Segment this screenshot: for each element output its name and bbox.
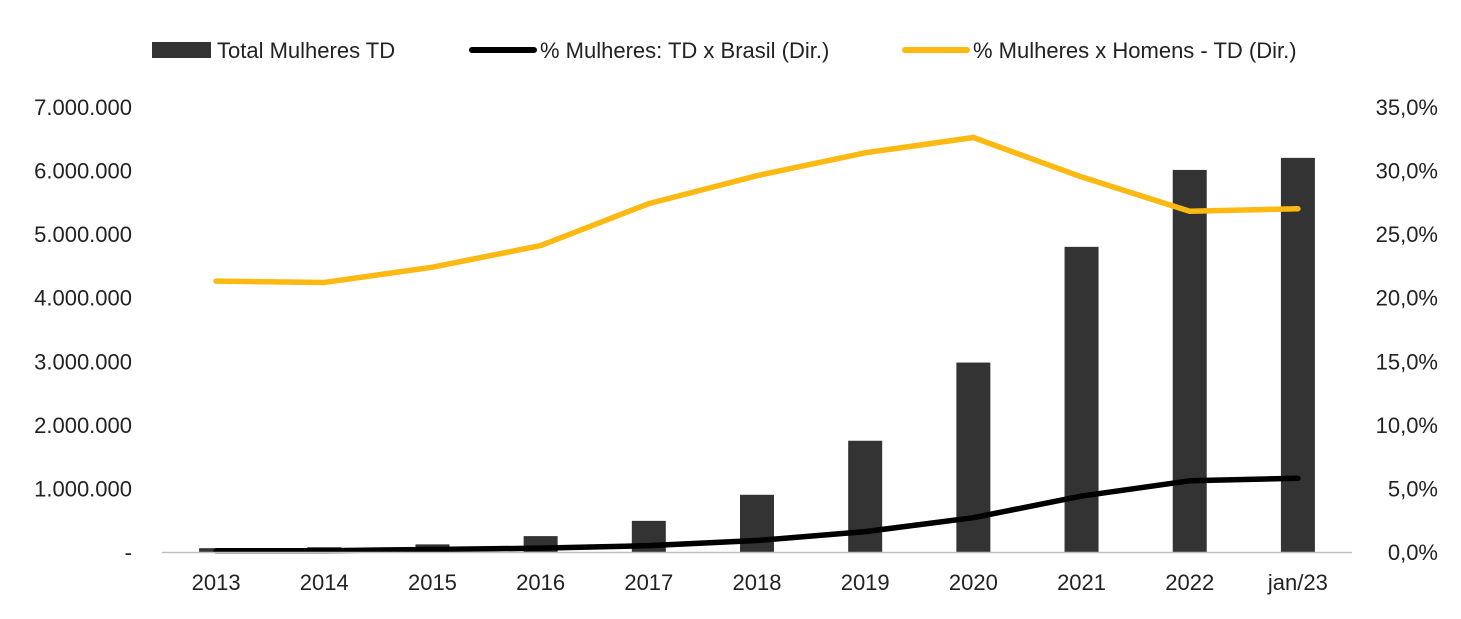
left-tick-label: - (125, 540, 132, 565)
x-tick-label: 2020 (949, 570, 998, 595)
right-tick-label: 5,0% (1388, 476, 1438, 501)
left-tick-label: 2.000.000 (34, 413, 132, 438)
series-line (213, 134, 1301, 286)
left-tick-label: 6.000.000 (34, 159, 132, 184)
left-axis: - 1.000.000 2.000.000 3.000.000 4.000.000 5.0… (34, 95, 132, 565)
right-axis: 0,0% 5,0% 10,0% 15,0% 20,0% 25,0% 30,0% 35,0% (1376, 95, 1438, 565)
bar (1280, 157, 1315, 552)
right-tick-label: 30,0% (1376, 159, 1438, 184)
legend-label: % Mulheres x Homens - TD (Dir.) (973, 38, 1297, 63)
series-line (213, 475, 1301, 554)
left-tick-label: 5.000.000 (34, 222, 132, 247)
bar (1064, 246, 1099, 552)
bar (956, 362, 991, 552)
x-tick-label: 2015 (408, 570, 457, 595)
right-tick-label: 20,0% (1376, 286, 1438, 311)
right-tick-label: 25,0% (1376, 222, 1438, 247)
x-axis: 2013 2014 2015 2016 2017 2018 2019 2020 2021 2022… (192, 570, 1328, 595)
x-tick-label: 2018 (733, 570, 782, 595)
legend: Total Mulheres TD % Mulheres: TD x Brasil… (152, 38, 1297, 63)
left-tick-label: 3.000.000 (34, 349, 132, 374)
x-tick-label: 2016 (516, 570, 565, 595)
x-tick-label: 2017 (624, 570, 673, 595)
left-tick-label: 1.000.000 (34, 476, 132, 501)
x-tick-label: 2021 (1057, 570, 1106, 595)
right-tick-label: 0,0% (1388, 540, 1438, 565)
right-tick-label: 35,0% (1376, 95, 1438, 120)
bar-series (199, 157, 1315, 552)
x-tick-label: 2019 (841, 570, 890, 595)
line-series (213, 134, 1301, 554)
left-tick-label: 4.000.000 (34, 286, 132, 311)
right-tick-label: 15,0% (1376, 349, 1438, 374)
x-tick-label: 2022 (1165, 570, 1214, 595)
x-tick-label: 2014 (300, 570, 349, 595)
x-tick-label: 2013 (192, 570, 241, 595)
left-tick-label: 7.000.000 (34, 95, 132, 120)
bar (1172, 169, 1207, 552)
x-tick-label: jan/23 (1267, 570, 1328, 595)
legend-swatch (152, 42, 211, 58)
legend-label: Total Mulheres TD (217, 38, 395, 63)
legend-label: % Mulheres: TD x Brasil (Dir.) (540, 38, 829, 63)
right-tick-label: 10,0% (1376, 413, 1438, 438)
